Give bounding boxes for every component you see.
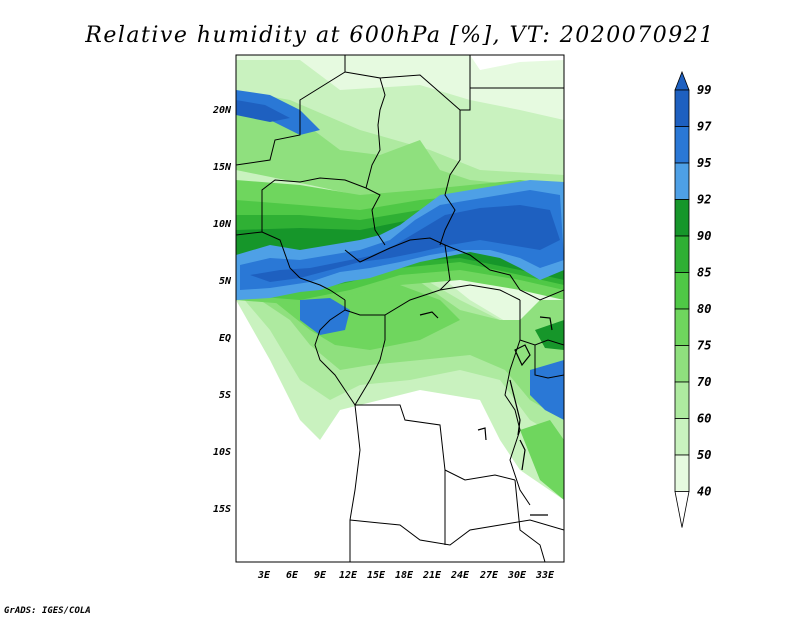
- colorbar-segment: [674, 454, 690, 492]
- lon-label-33E: 33E: [535, 570, 555, 581]
- lat-label-10N: 10N: [213, 219, 232, 230]
- lat-label-5N: 5N: [219, 276, 232, 287]
- colorbar-segment: [674, 345, 690, 383]
- lakes: [419, 311, 553, 516]
- colorbar-segment: [674, 199, 690, 237]
- lat-label-15N: 15N: [213, 162, 232, 173]
- colorbar-segment: [674, 308, 690, 346]
- lon-label-24E: 24E: [450, 570, 470, 581]
- colorbar-label: 70: [697, 375, 711, 389]
- lat-label-EQ: EQ: [219, 333, 231, 344]
- lon-label-9E: 9E: [314, 570, 327, 581]
- lon-label-18E: 18E: [395, 570, 414, 581]
- colorbar-label: 60: [697, 412, 711, 426]
- colorbar-label: 40: [697, 485, 711, 499]
- colorbar-segment: [674, 381, 690, 419]
- colorbar-label: 85: [697, 266, 711, 280]
- colorbar-label: 92: [697, 193, 711, 207]
- colorbar-segment: [674, 126, 690, 164]
- colorbar-arrow-top: [674, 70, 690, 91]
- colorbar-label: 90: [697, 229, 711, 243]
- lat-label-5S: 5S: [219, 390, 231, 401]
- colorbar-label: 95: [697, 156, 711, 170]
- colorbar-label: 75: [697, 339, 711, 353]
- lon-label-15E: 15E: [367, 570, 386, 581]
- map-frame: [235, 54, 565, 563]
- lon-label-27E: 27E: [479, 570, 499, 581]
- lon-label-12E: 12E: [339, 570, 358, 581]
- humidity-field: [236, 55, 564, 562]
- latitude-axis: 20N 15N 10N 5N EQ 5S 10S 15S: [212, 105, 232, 515]
- colorbar-label: 80: [697, 302, 711, 316]
- colorbar-label: 50: [697, 448, 711, 462]
- country-borders: [236, 55, 564, 562]
- colorbar-label: 97: [697, 120, 712, 134]
- grads-credit: GrADS: IGES/COLA: [4, 606, 91, 616]
- lon-label-3E: 3E: [257, 570, 271, 581]
- colorbar-segment: [674, 89, 690, 127]
- colorbar-label: 99: [697, 83, 711, 97]
- lat-label-10S: 10S: [213, 447, 231, 458]
- lon-label-30E: 30E: [507, 570, 527, 581]
- lon-label-6E: 6E: [286, 570, 299, 581]
- colorbar-segment: [674, 162, 690, 200]
- colorbar-segment: [674, 418, 690, 456]
- colorbar-segment: [674, 235, 690, 273]
- lon-label-21E: 21E: [422, 570, 442, 581]
- colorbar-segment: [674, 272, 690, 310]
- map-title: Relative humidity at 600hPa [%], VT: 202…: [84, 23, 714, 48]
- colorbar: 40 50 60 70 75 80 85 90 92 95 97 99: [674, 70, 712, 528]
- lat-label-20N: 20N: [212, 105, 232, 116]
- colorbar-arrow-bottom: [674, 491, 690, 528]
- lat-label-15S: 15S: [213, 504, 231, 515]
- longitude-axis: 3E 6E 9E 12E 15E 18E 21E 24E 27E 30E 33E: [257, 570, 555, 581]
